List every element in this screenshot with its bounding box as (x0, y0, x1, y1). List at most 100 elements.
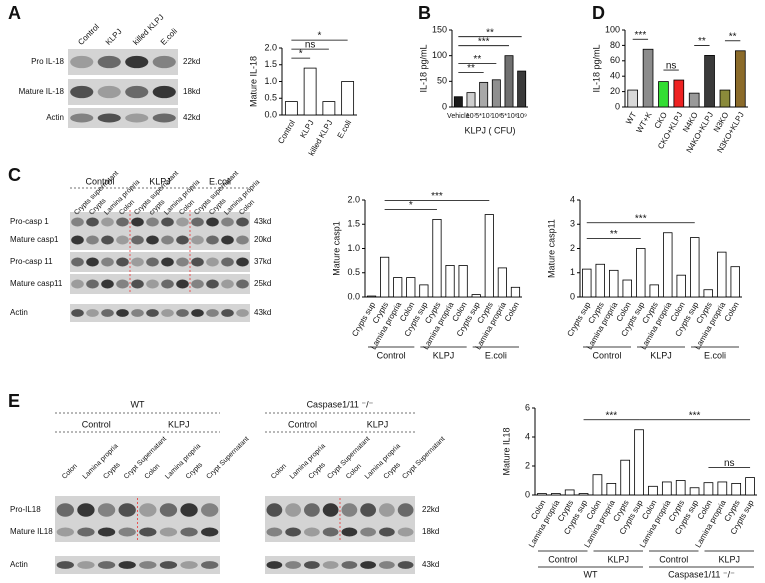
x-tick-label: Vehicle (447, 113, 470, 120)
blot-band (236, 309, 249, 317)
blot-band (139, 503, 157, 517)
bar (627, 89, 639, 108)
blot-size-label: 42kd (183, 113, 200, 122)
significance-label: *** (635, 30, 647, 41)
group-label: KLPJ (718, 554, 740, 564)
blot-band (101, 257, 114, 267)
bar (609, 269, 619, 298)
panel-letter: E (8, 391, 20, 411)
blot-band (266, 503, 283, 517)
blot-strip (55, 556, 220, 574)
blot-band (206, 309, 219, 317)
blot-group-label: Control (82, 419, 111, 429)
group-label: Control (548, 554, 577, 564)
bar (484, 214, 494, 298)
blot-band (161, 279, 174, 289)
blot-column-label: Colon (61, 463, 79, 481)
bar (717, 251, 727, 298)
blot-band (116, 235, 129, 245)
bar (466, 92, 476, 108)
blot-band (146, 309, 159, 317)
blot-column-label: Control (76, 22, 101, 47)
bar (673, 79, 685, 108)
x-tick-label: E.coli (336, 118, 354, 140)
blot-row-label: Pro-IL18 (10, 505, 41, 514)
blot-band (86, 257, 99, 267)
blot-band (161, 235, 174, 245)
bar (648, 485, 658, 496)
blot-row-label: Mature casp11 (10, 279, 63, 288)
blot-band (159, 527, 178, 537)
blot-strip (265, 556, 415, 574)
blot-band (201, 527, 219, 537)
blot-band (360, 503, 376, 517)
bar (537, 493, 547, 496)
blot-band (201, 561, 219, 569)
blot-band (116, 279, 129, 289)
blot-row-label: Pro IL-18 (31, 57, 64, 66)
blot-band (397, 503, 414, 517)
blot-band (97, 561, 116, 569)
blot-strip (70, 230, 250, 250)
bar (445, 265, 455, 298)
blot-band (161, 309, 174, 317)
blot-band (304, 527, 320, 537)
bar (578, 493, 589, 496)
bar (731, 482, 742, 496)
blot-band (97, 113, 121, 123)
blot-band (116, 217, 129, 227)
group-label: KLPJ (650, 350, 672, 360)
significance-label: * (299, 49, 303, 60)
x-tick-label: WT (624, 110, 638, 125)
bar (634, 429, 644, 496)
group-label: E.coli (704, 350, 726, 360)
blot-band (221, 235, 234, 245)
y-tick-label: 1 (570, 267, 575, 277)
group-label: Control (592, 350, 621, 360)
significance-label: ** (729, 31, 737, 42)
group-label: Control (377, 350, 406, 360)
blot-band (70, 113, 94, 123)
bar (592, 474, 603, 496)
bar (620, 459, 631, 496)
blot-band (341, 527, 358, 537)
bar (688, 92, 700, 108)
blot-band (206, 279, 219, 289)
blot-band (116, 309, 129, 317)
bar (303, 67, 317, 116)
group-label: E.coli (485, 350, 507, 360)
bar (458, 265, 468, 298)
significance-label: ns (305, 40, 316, 51)
blot-band (131, 217, 144, 227)
bar (661, 481, 672, 496)
blot-row-label: Actin (10, 560, 28, 569)
blot-band (341, 561, 358, 569)
blot-band (86, 309, 99, 317)
blot-band (152, 85, 176, 99)
blot-size-label: 37kd (254, 257, 271, 266)
blot-band (71, 217, 84, 227)
blot-band (161, 257, 174, 267)
blot-band (360, 561, 376, 569)
blot-band (86, 217, 99, 227)
bar (606, 482, 617, 496)
blot-strip (70, 274, 250, 294)
blot-size-label: 18kd (183, 87, 200, 96)
bar (471, 294, 481, 298)
blot-band (70, 55, 94, 69)
blot-band (97, 55, 121, 69)
blot-size-label: 18kd (422, 527, 439, 536)
supergroup-label: WT (584, 569, 598, 579)
blot-band (379, 503, 395, 517)
blot-band (86, 279, 99, 289)
y-tick-label: 0.5 (264, 93, 277, 103)
bar (393, 277, 403, 298)
blot-band (379, 561, 395, 569)
blot-strip (70, 304, 250, 322)
blot-band (118, 503, 136, 517)
blot-row-label: Pro-casp 1 (10, 217, 49, 226)
blot-band (176, 309, 189, 317)
blot-band (131, 257, 144, 267)
blot-band (125, 113, 149, 123)
blot-band (101, 279, 114, 289)
